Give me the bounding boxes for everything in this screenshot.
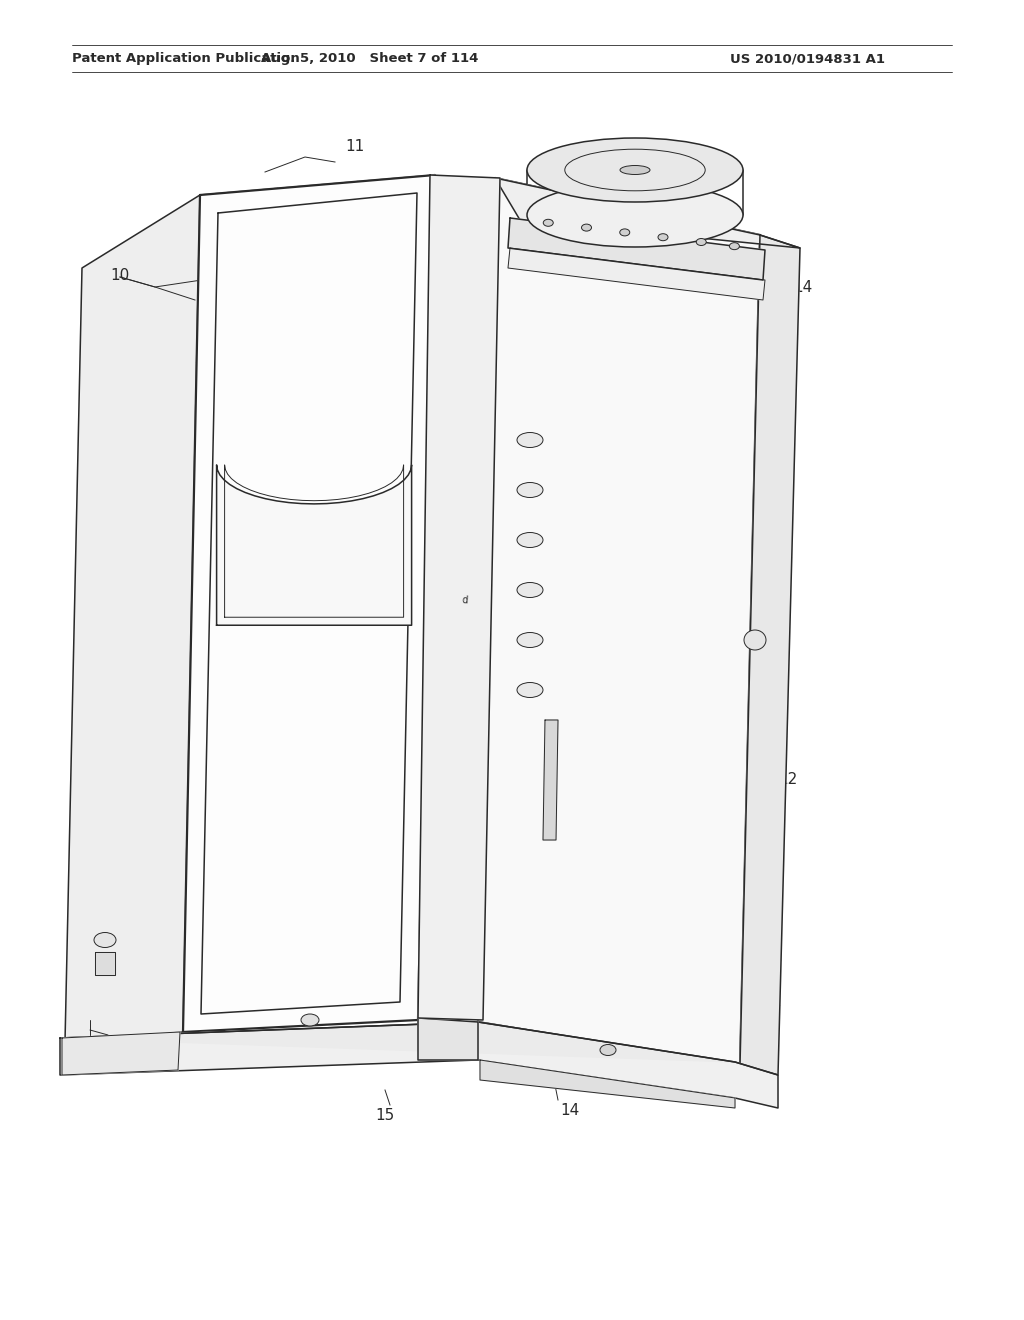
Ellipse shape: [517, 483, 543, 498]
Text: Aug. 5, 2010   Sheet 7 of 114: Aug. 5, 2010 Sheet 7 of 114: [261, 51, 478, 65]
Ellipse shape: [517, 632, 543, 648]
Polygon shape: [183, 176, 435, 1032]
Polygon shape: [65, 195, 200, 1041]
Ellipse shape: [620, 228, 630, 236]
Polygon shape: [495, 178, 800, 248]
Polygon shape: [60, 1022, 735, 1063]
Polygon shape: [543, 719, 558, 840]
Polygon shape: [200, 176, 450, 220]
Ellipse shape: [517, 682, 543, 697]
Ellipse shape: [582, 224, 592, 231]
Text: 14: 14: [560, 1104, 580, 1118]
Polygon shape: [478, 178, 760, 1065]
Text: US 2010/0194831 A1: US 2010/0194831 A1: [730, 51, 885, 65]
Text: d: d: [462, 595, 469, 606]
Polygon shape: [418, 176, 500, 1020]
Polygon shape: [740, 235, 800, 1074]
Ellipse shape: [527, 183, 743, 247]
Ellipse shape: [527, 139, 743, 202]
Ellipse shape: [600, 1044, 616, 1056]
Text: 12: 12: [778, 772, 798, 788]
Ellipse shape: [301, 1014, 319, 1026]
Ellipse shape: [658, 234, 668, 240]
Polygon shape: [418, 1018, 478, 1060]
Ellipse shape: [517, 433, 543, 447]
Ellipse shape: [565, 149, 706, 191]
Ellipse shape: [729, 243, 739, 249]
Ellipse shape: [94, 932, 116, 948]
Text: 11: 11: [345, 139, 365, 154]
Ellipse shape: [620, 165, 650, 174]
Text: Patent Application Publication: Patent Application Publication: [72, 51, 300, 65]
Polygon shape: [508, 218, 765, 280]
Ellipse shape: [544, 219, 553, 226]
Ellipse shape: [744, 630, 766, 649]
Text: 14: 14: [793, 281, 812, 296]
Text: 15: 15: [376, 1107, 394, 1123]
Polygon shape: [62, 1032, 180, 1074]
Polygon shape: [217, 465, 412, 626]
Polygon shape: [95, 952, 115, 975]
Ellipse shape: [517, 532, 543, 548]
Polygon shape: [480, 1060, 735, 1107]
Text: 10: 10: [110, 268, 129, 282]
Polygon shape: [508, 248, 765, 300]
Ellipse shape: [517, 582, 543, 598]
Text: FIG. 7: FIG. 7: [635, 1060, 705, 1082]
Ellipse shape: [696, 239, 707, 246]
Polygon shape: [60, 1022, 778, 1107]
